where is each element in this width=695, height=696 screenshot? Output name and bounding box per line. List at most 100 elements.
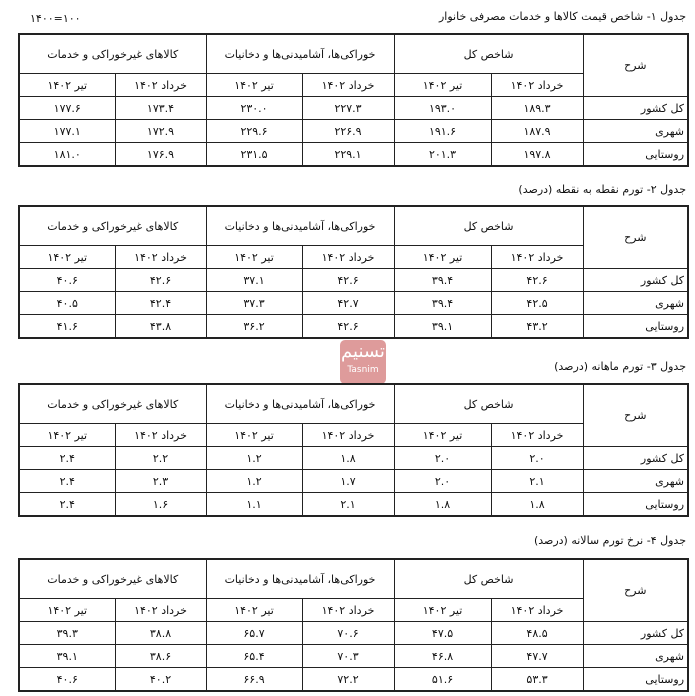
table-cell: ۳۹.۳ — [18, 621, 116, 645]
table-cell: ۲.۲ — [114, 446, 207, 470]
table-row: روستایی ۵۳.۳ ۵۱.۶ ۷۲.۲ ۶۶.۹ ۴۰.۲ ۴۰.۶ — [18, 667, 689, 692]
header-month: تیر ۱۴۰۲ — [393, 598, 492, 622]
table-cell: ۱.۲ — [205, 469, 303, 493]
table-cell: ۷۰.۶ — [301, 621, 395, 645]
table-cell: ۱۸۹.۳ — [490, 96, 584, 120]
table-cell: ۱۷۲.۹ — [114, 119, 207, 143]
table-cell: ۴۲.۶ — [301, 314, 395, 339]
header-month: تیر ۱۴۰۲ — [393, 245, 492, 269]
base-year-note: ۱۴۰۰=۱۰۰ — [30, 12, 81, 25]
row-label: کل کشور — [582, 446, 689, 470]
table-cell: ۱.۱ — [205, 492, 303, 517]
table-title: جدول ۲- تورم نقطه به نقطه (درصد) — [518, 183, 686, 196]
table-cell: ۲۲۹.۱ — [301, 142, 395, 167]
table-row: شهری ۴۲.۵ ۳۹.۴ ۴۲.۷ ۳۷.۳ ۴۲.۴ ۴۰.۵ — [18, 291, 689, 315]
header-desc: شرح — [582, 205, 689, 269]
table-cell: ۵۱.۶ — [393, 667, 492, 692]
table-cell: ۲.۳ — [114, 469, 207, 493]
table-cell: ۱.۲ — [205, 446, 303, 470]
table-title: جدول ۳- تورم ماهانه (درصد) — [554, 360, 686, 373]
table-cell: ۱.۸ — [301, 446, 395, 470]
header-group: شاخص کل — [393, 383, 584, 424]
table-row: شهری ۱۸۷.۹ ۱۹۱.۶ ۲۲۶.۹ ۲۲۹.۶ ۱۷۲.۹ ۱۷۷.۱ — [18, 119, 689, 143]
table-cell: ۶۶.۹ — [205, 667, 303, 692]
table-row: کل کشور ۴۸.۵ ۴۷.۵ ۷۰.۶ ۶۵.۷ ۳۸.۸ ۳۹.۳ — [18, 621, 689, 645]
header-month: تیر ۱۴۰۲ — [205, 598, 303, 622]
header-month: تیر ۱۴۰۲ — [18, 73, 116, 97]
row-label: شهری — [582, 644, 689, 668]
table-cell: ۲.۰ — [393, 469, 492, 493]
table-cell: ۱۸۷.۹ — [490, 119, 584, 143]
table-cell: ۴۰.۵ — [18, 291, 116, 315]
table-cell: ۲.۱ — [490, 469, 584, 493]
table-cell: ۲.۴ — [18, 469, 116, 493]
header-desc: شرح — [582, 33, 689, 97]
table-cell: ۴۲.۷ — [301, 291, 395, 315]
table-cell: ۱.۸ — [393, 492, 492, 517]
table-cell: ۱۹۷.۸ — [490, 142, 584, 167]
header-month: خرداد ۱۴۰۲ — [490, 598, 584, 622]
table-cell: ۴۱.۶ — [18, 314, 116, 339]
table-cell: ۲۲۶.۹ — [301, 119, 395, 143]
table-cell: ۲۲۹.۶ — [205, 119, 303, 143]
header-month: خرداد ۱۴۰۲ — [114, 73, 207, 97]
table-cell: ۲.۰ — [393, 446, 492, 470]
table-row: شهری ۴۷.۷ ۴۶.۸ ۷۰.۳ ۶۵.۴ ۳۸.۶ ۳۹.۱ — [18, 644, 689, 668]
header-group: خوراکی‌ها، آشامیدنی‌ها و دخانیات — [205, 33, 395, 74]
table-cell: ۴۷.۵ — [393, 621, 492, 645]
table-row: شهری ۲.۱ ۲.۰ ۱.۷ ۱.۲ ۲.۳ ۲.۴ — [18, 469, 689, 493]
table-row: کل کشور ۱۸۹.۳ ۱۹۳.۰ ۲۲۷.۳ ۲۳۰.۰ ۱۷۳.۴ ۱۷۷.۶ — [18, 96, 689, 120]
table-cell: ۴۲.۴ — [114, 291, 207, 315]
header-month: تیر ۱۴۰۲ — [205, 73, 303, 97]
header-desc: شرح — [582, 558, 689, 622]
table-cell: ۵۳.۳ — [490, 667, 584, 692]
table-cell: ۴۰.۶ — [18, 667, 116, 692]
table-cell: ۴۲.۶ — [114, 268, 207, 292]
table-cell: ۴۰.۶ — [18, 268, 116, 292]
header-group: شاخص کل — [393, 558, 584, 599]
table-cell: ۳۹.۱ — [18, 644, 116, 668]
header-group: کالاهای غیرخوراکی و خدمات — [18, 33, 207, 74]
header-month: خرداد ۱۴۰۲ — [114, 423, 207, 447]
table-cell: ۳۸.۶ — [114, 644, 207, 668]
table-row: کل کشور ۴۲.۶ ۳۹.۴ ۴۲.۶ ۳۷.۱ ۴۲.۶ ۴۰.۶ — [18, 268, 689, 292]
table-cell: ۱۹۱.۶ — [393, 119, 492, 143]
table-cell: ۱۸۱.۰ — [18, 142, 116, 167]
watermark-logo: تسنیم Tasnim — [340, 340, 386, 384]
header-group: خوراکی‌ها، آشامیدنی‌ها و دخانیات — [205, 205, 395, 246]
header-group: کالاهای غیرخوراکی و خدمات — [18, 383, 207, 424]
table-title: جدول ۴- نرخ تورم سالانه (درصد) — [533, 534, 686, 547]
header-month: خرداد ۱۴۰۲ — [114, 598, 207, 622]
table-row: روستایی ۱۹۷.۸ ۲۰۱.۳ ۲۲۹.۱ ۲۳۱.۵ ۱۷۶.۹ ۱۸۱.۰ — [18, 142, 689, 167]
table-cell: ۴۳.۲ — [490, 314, 584, 339]
table-cell: ۲.۴ — [18, 492, 116, 517]
table-cell: ۳۶.۲ — [205, 314, 303, 339]
table-cell: ۴۰.۲ — [114, 667, 207, 692]
logo-mark: تسنیم — [341, 341, 385, 362]
table-cell: ۶۵.۴ — [205, 644, 303, 668]
table-cell: ۴۳.۸ — [114, 314, 207, 339]
table-cell: ۳۹.۴ — [393, 268, 492, 292]
row-label: شهری — [582, 469, 689, 493]
table-cell: ۱.۶ — [114, 492, 207, 517]
table-row: روستایی ۱.۸ ۱.۸ ۲.۱ ۱.۱ ۱.۶ ۲.۴ — [18, 492, 689, 517]
table-cell: ۲۲۷.۳ — [301, 96, 395, 120]
table-cell: ۱۷۳.۴ — [114, 96, 207, 120]
table-cell: ۱۷۶.۹ — [114, 142, 207, 167]
table-cell: ۲.۰ — [490, 446, 584, 470]
table-row: کل کشور ۲.۰ ۲.۰ ۱.۸ ۱.۲ ۲.۲ ۲.۴ — [18, 446, 689, 470]
table-cell: ۳۷.۱ — [205, 268, 303, 292]
row-label: کل کشور — [582, 268, 689, 292]
header-month: خرداد ۱۴۰۲ — [490, 245, 584, 269]
header-group: شاخص کل — [393, 205, 584, 246]
header-month: تیر ۱۴۰۲ — [393, 73, 492, 97]
logo-sub: Tasnim — [347, 365, 379, 375]
header-month: خرداد ۱۴۰۲ — [114, 245, 207, 269]
table-cell: ۱۷۷.۱ — [18, 119, 116, 143]
table-cell: ۴۷.۷ — [490, 644, 584, 668]
table-cell: ۳۹.۱ — [393, 314, 492, 339]
row-label: شهری — [582, 291, 689, 315]
row-label: شهری — [582, 119, 689, 143]
table-cell: ۳۸.۸ — [114, 621, 207, 645]
table-cell: ۶۵.۷ — [205, 621, 303, 645]
